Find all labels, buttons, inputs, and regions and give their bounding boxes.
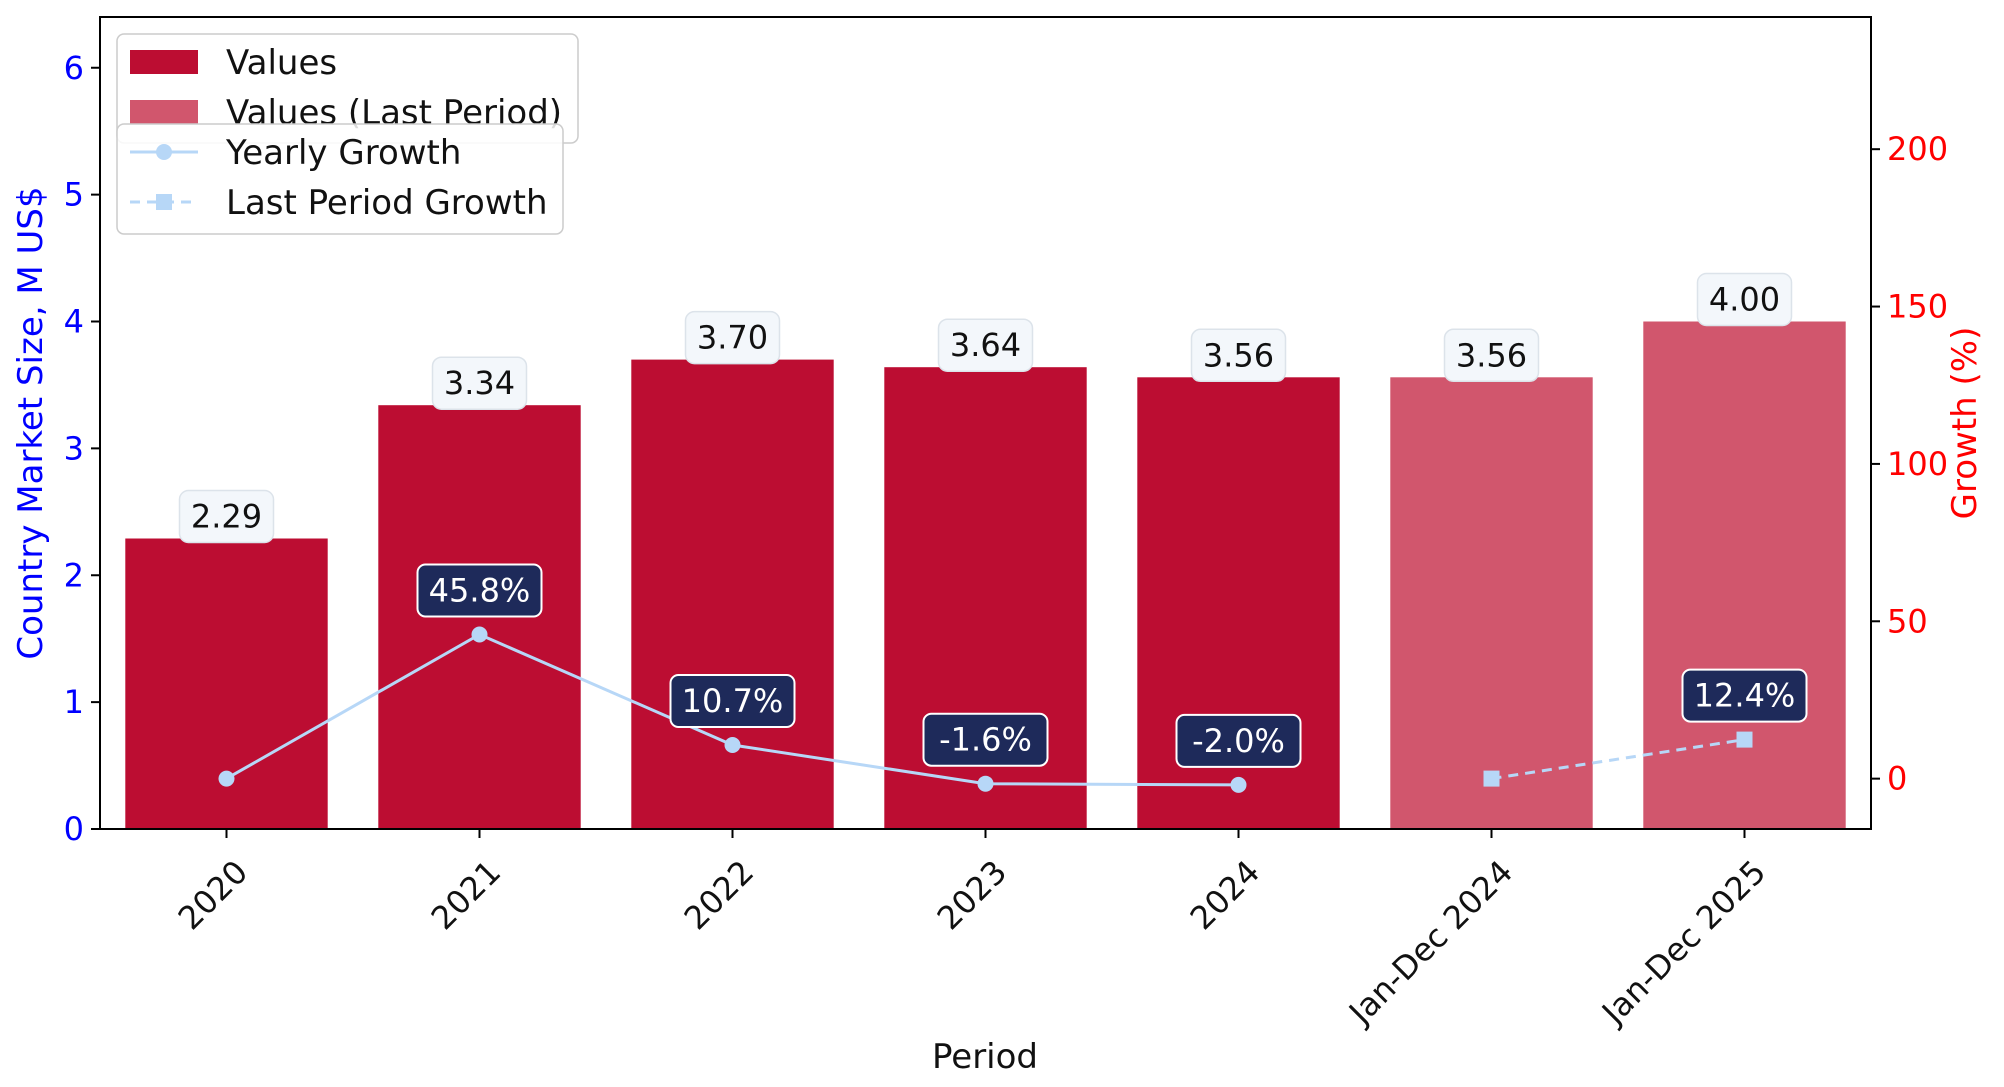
x-axis-tick-label: 2024 xyxy=(1183,853,1267,937)
value-label-box xyxy=(1190,328,1287,383)
bar-jan-dec-2025 xyxy=(1643,321,1846,829)
growth-label-box xyxy=(1175,713,1302,768)
value-label: 4.00 xyxy=(1709,281,1780,319)
right-axis-tick-label: 150 xyxy=(1887,288,1948,326)
left-axis-tick-label: 0 xyxy=(64,810,84,848)
value-label: 3.56 xyxy=(1203,336,1274,374)
legend-swatch-values-last-period xyxy=(130,100,198,124)
right-axis-tick-label: 200 xyxy=(1887,130,1948,168)
legend-marker-yearly-growth xyxy=(156,144,172,160)
left-axis-tick-label: 6 xyxy=(64,49,84,87)
legend-label-values: Values xyxy=(226,43,337,83)
growth-label: -1.6% xyxy=(939,721,1032,759)
value-label: 2.29 xyxy=(191,498,262,536)
growth-label-box xyxy=(1681,668,1808,723)
growth-marker xyxy=(1230,776,1247,793)
value-label: 3.70 xyxy=(697,319,768,357)
x-axis-tick-label: 2023 xyxy=(930,853,1014,937)
value-label: 3.64 xyxy=(950,326,1021,364)
bar-jan-dec-2024 xyxy=(1390,377,1593,829)
value-label-box xyxy=(684,310,781,365)
left-axis-tick-label: 4 xyxy=(64,303,84,341)
growth-label-box xyxy=(922,712,1049,767)
x-axis-title: Period xyxy=(932,1037,1038,1077)
growth-label: 10.7% xyxy=(682,682,784,720)
right-axis-tick-label: 50 xyxy=(1887,602,1928,640)
value-label: 3.34 xyxy=(444,364,515,402)
x-axis-tick-label: 2021 xyxy=(424,853,508,937)
left-axis-tick-label: 1 xyxy=(64,683,84,721)
legend-swatch-values xyxy=(130,50,198,74)
x-axis-tick-label: Jan-Dec 2025 xyxy=(1593,853,1773,1033)
last-period-growth-line xyxy=(1491,738,1745,781)
value-label-box xyxy=(178,489,275,544)
right-axis-tick-label: 100 xyxy=(1887,445,1948,483)
growth-label: 45.8% xyxy=(429,572,531,610)
left-axis-tick-label: 5 xyxy=(64,176,84,214)
x-axis-tick-label: 2022 xyxy=(677,853,761,937)
left-axis-title: Country Market Size, M US$ xyxy=(11,186,51,659)
growth-marker xyxy=(724,737,741,753)
legend-lines xyxy=(116,123,564,235)
value-label-box xyxy=(937,318,1034,372)
left-axis-tick-label: 3 xyxy=(64,429,84,467)
bar-2022 xyxy=(631,359,834,829)
growth-label-box xyxy=(416,563,543,618)
legend-marker-last-period-growth xyxy=(156,194,172,210)
x-axis-tick-label: 2020 xyxy=(171,853,255,937)
value-label-box xyxy=(1443,328,1540,383)
right-axis-title: Growth (%) xyxy=(1945,327,1985,520)
left-axis-tick-label: 2 xyxy=(64,556,84,594)
right-axis-tick-label: 0 xyxy=(1887,760,1907,798)
growth-marker xyxy=(1483,770,1500,787)
growth-marker xyxy=(977,775,994,792)
x-axis-tick-label: Jan-Dec 2024 xyxy=(1340,853,1520,1033)
growth-marker xyxy=(218,770,235,787)
legend-label-yearly-growth: Yearly Growth xyxy=(225,133,461,173)
legend-label-last-period-growth: Last Period Growth xyxy=(226,183,548,223)
value-label: 3.56 xyxy=(1456,336,1527,374)
growth-label: -2.0% xyxy=(1192,722,1285,760)
value-label-box xyxy=(431,356,528,410)
growth-marker xyxy=(471,626,488,643)
growth-label-box xyxy=(669,674,796,728)
growth-marker xyxy=(1736,731,1753,748)
value-label-box xyxy=(1696,272,1793,327)
growth-label: 12.4% xyxy=(1694,677,1796,715)
